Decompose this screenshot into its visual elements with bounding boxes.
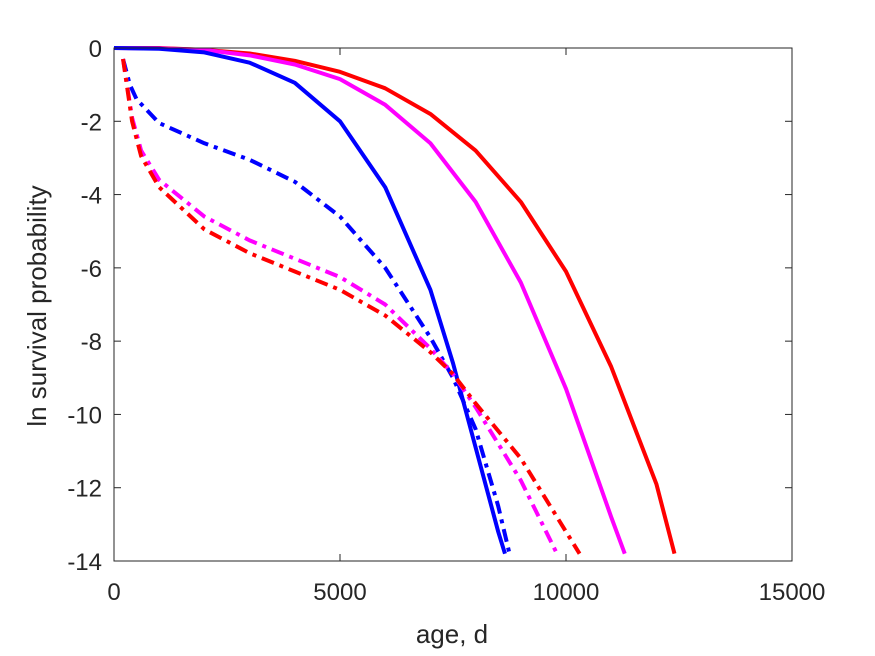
axes-layer: 0 5000 10000 15000 0 -2 -4 -6 -8 -10 -12 -14 (67, 36, 825, 606)
x-tick-label: 10000 (533, 579, 600, 606)
y-tick-label: -14 (67, 549, 102, 576)
x-tick-label: 15000 (759, 579, 826, 606)
x-axis-label: age, d (416, 619, 488, 649)
y-axis-label: ln survival probability (22, 185, 52, 426)
series-line-6-dashdot (121, 58, 582, 555)
series-line-5-dashdot (121, 58, 559, 555)
series-line-2-solid (113, 46, 627, 555)
series-layer (113, 46, 677, 555)
plot-background (114, 48, 792, 561)
x-tick-label: 5000 (313, 579, 366, 606)
x-tick-label: 0 (107, 579, 120, 606)
y-tick-label: -4 (81, 183, 102, 210)
axes-box (113, 47, 793, 562)
y-tick-label: 0 (89, 36, 102, 63)
y-tick-label: -12 (67, 476, 102, 503)
y-tick-label: -6 (81, 256, 102, 283)
y-tick-label: -10 (67, 402, 102, 429)
plot-area (114, 48, 792, 561)
series-line-4-dashdot (121, 58, 512, 555)
series-line-3-solid (113, 46, 507, 555)
y-tick-label: -8 (81, 329, 102, 356)
y-tick-label: -2 (81, 109, 102, 136)
